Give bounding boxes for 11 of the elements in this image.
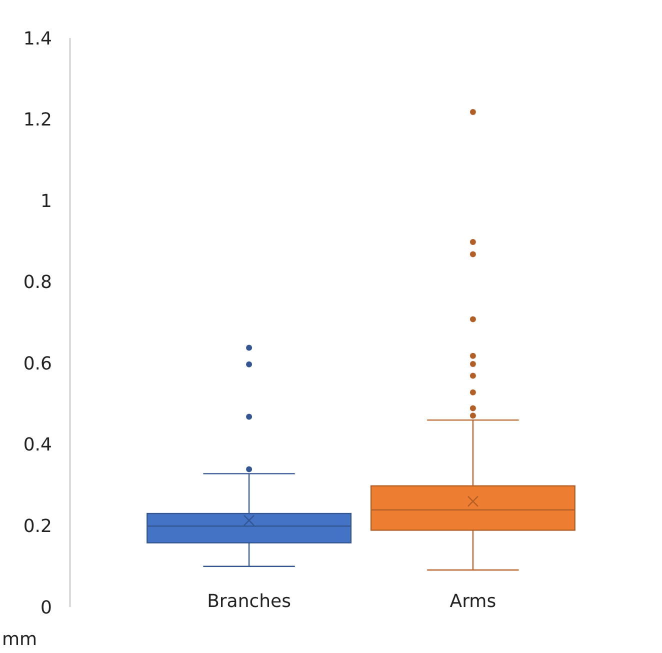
y-tick-label: 0.2 <box>23 516 52 538</box>
y-tick-label: 0.4 <box>23 434 52 456</box>
y-tick-label: 0 <box>40 597 52 618</box>
y-tick-label: 0.6 <box>23 353 52 374</box>
y-tick-label: 1.2 <box>23 110 52 131</box>
x-tick-label: Arms <box>450 591 496 612</box>
x-tick-label: Branches <box>207 591 292 612</box>
y-tick-label: 1 <box>40 190 52 212</box>
y-tick-label: 0.8 <box>23 272 52 294</box>
y-axis-title: mm <box>2 629 38 650</box>
y-tick-label: 1.4 <box>23 28 52 50</box>
